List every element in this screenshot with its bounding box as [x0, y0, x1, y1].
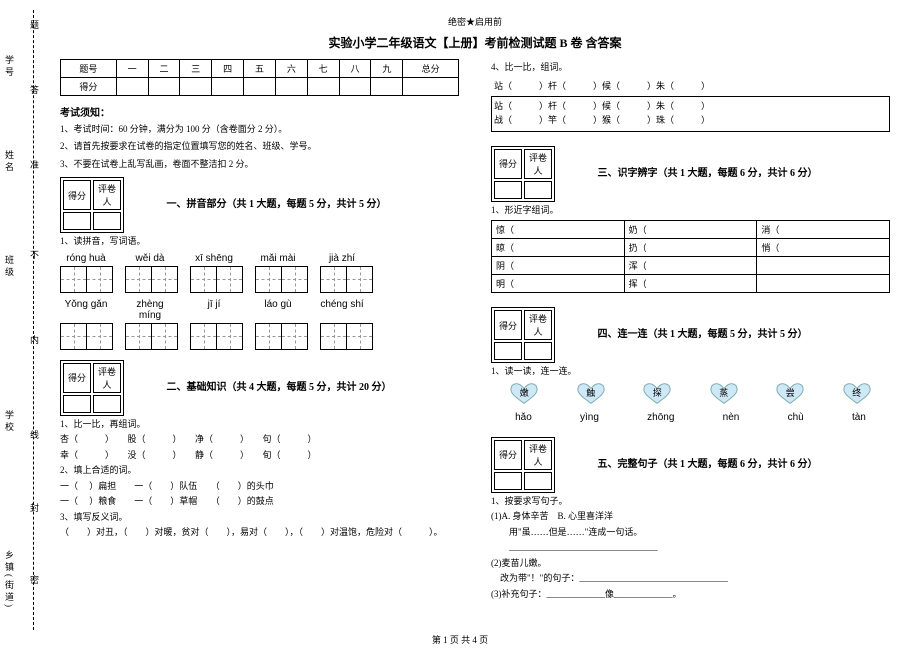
tianzi-box	[60, 323, 113, 350]
pinyin-block: róng huà wěi dà xī shēng mǎi mài jià zhí…	[60, 253, 459, 350]
sentence-item: 用"虽……但是……"连成一句话。	[491, 526, 890, 540]
section-title: 一、拼音部分（共 1 大题，每题 5 分，共计 5 分）	[167, 199, 387, 210]
margin-label: 学校	[3, 410, 16, 434]
tianzi-box	[125, 266, 178, 293]
notice-title: 考试须知：	[60, 104, 459, 119]
char-compare-table: 站（ ）杆（ ）候（ ）朱（ ）	[491, 78, 713, 93]
margin-label: 乡镇(街道)	[3, 550, 16, 610]
section-title: 二、基础知识（共 4 大题，每题 5 分，共计 20 分）	[167, 382, 392, 393]
link-top-row: 嫩 触 探 蒸 尝 终	[491, 382, 890, 402]
margin-label: 学号	[3, 55, 16, 79]
blank-line: 战（ ）竿（ ）猴（ ）珠（ ）	[494, 114, 887, 128]
page-footer: 第 1 页 共 4 页	[0, 633, 920, 646]
question: 1、形近字组词。	[491, 204, 890, 218]
tianzi-box	[125, 323, 178, 350]
margin-label: 班级	[3, 255, 16, 279]
question: 1、读一读，连一连。	[491, 365, 890, 379]
section-title: 五、完整句子（共 1 大题，每题 6 分，共计 6 分）	[598, 459, 818, 470]
score-table: 题号 一 二 三 四 五 六 七 八 九 总分 得分	[60, 59, 459, 96]
sentence-item: 改为带"！"的句子：______________________________…	[491, 572, 890, 586]
blank-line: （ ）对丑，（ ）对暖，贫对（ ），易对（ ），（ ）对温饱，危险对（ ）。	[60, 526, 459, 540]
question: 4、比一比，组词。	[491, 61, 890, 75]
blank-line: 幸（ ） 没（ ） 静（ ） 旬（ ）	[60, 449, 459, 463]
heart-icon: 蒸	[709, 382, 739, 402]
fold-label: 答	[28, 85, 41, 97]
grader-table: 得分评卷人	[491, 146, 555, 202]
notice-item: 1、考试时间：60 分钟，满分为 100 分（含卷面分 2 分）。	[60, 122, 459, 136]
sentence-item: (1)A. 身体辛苦 B. 心里喜洋洋	[491, 510, 890, 524]
right-column: 4、比一比，组词。 站（ ）杆（ ）候（ ）朱（ ） 站（ ）杆（ ）候（ ）朱…	[491, 59, 890, 603]
page-content: 绝密★启用前 实验小学二年级语文【上册】考前检测试题 B 卷 含答案 题号 一 …	[60, 15, 890, 625]
question: 3、填写反义词。	[60, 511, 459, 525]
notice-item: 3、不要在试卷上乱写乱画，卷面不整洁扣 2 分。	[60, 157, 459, 171]
blank-line: 一（ ）扁担 一（ ）队伍 （ ）的头巾	[60, 480, 459, 494]
tianzi-box	[190, 323, 243, 350]
left-column: 题号 一 二 三 四 五 六 七 八 九 总分 得分 考试须知：	[60, 59, 459, 603]
tianzi-box	[320, 266, 373, 293]
blank-line: _________________________________	[491, 541, 890, 555]
exam-title: 实验小学二年级语文【上册】考前检测试题 B 卷 含答案	[60, 34, 890, 51]
notice-item: 2、请首先按要求在试卷的指定位置填写您的姓名、班级、学号。	[60, 139, 459, 153]
fold-label: 准	[28, 160, 41, 172]
fold-label: 内	[28, 335, 41, 347]
question: 2、填上合适的词。	[60, 464, 459, 478]
char-form-table: 惊（奶（消（ 晾（扔（悄（ 阴（浑（ 明（挥（	[491, 220, 890, 293]
link-bottom-row: hǎo yìng zhōng nèn chù tàn	[491, 412, 890, 423]
sentence-item: (3)补充句子：_____________像_____________。	[491, 588, 890, 602]
tianzi-box	[190, 266, 243, 293]
tianzi-box	[320, 323, 373, 350]
section-title: 四、连一连（共 1 大题，每题 5 分，共计 5 分）	[598, 329, 808, 340]
confidential: 绝密★启用前	[60, 15, 890, 28]
blank-line: 杏（ ） 股（ ） 净（ ） 句（ ）	[60, 433, 459, 447]
heart-icon: 终	[842, 382, 872, 402]
tianzi-box	[60, 266, 113, 293]
heart-icon: 探	[642, 382, 672, 402]
grader-table: 得分评卷人	[60, 177, 124, 233]
heart-icon: 嫩	[509, 382, 539, 402]
question: 1、按要求写句子。	[491, 495, 890, 509]
fold-label: 题	[28, 20, 41, 32]
fold-label: 封	[28, 503, 41, 515]
heart-icon: 触	[576, 382, 606, 402]
heart-icon: 尝	[775, 382, 805, 402]
sentence-item: (2)麦苗儿嫩。	[491, 557, 890, 571]
margin-label: 姓名	[3, 150, 16, 174]
grader-table: 得分评卷人	[491, 437, 555, 493]
binding-margin: 乡镇(街道) 学校 班级 姓名 学号 密 封 线 内 不 准 答 题	[0, 0, 55, 650]
grader-table: 得分评卷人	[491, 307, 555, 363]
section-title: 三、识字辨字（共 1 大题，每题 6 分，共计 6 分）	[598, 168, 818, 179]
fold-line	[33, 10, 34, 630]
fold-label: 不	[28, 250, 41, 262]
question: 1、读拼音，写词语。	[60, 235, 459, 249]
tianzi-box	[255, 266, 308, 293]
tianzi-box	[255, 323, 308, 350]
grader-table: 得分评卷人	[60, 360, 124, 416]
fold-label: 密	[28, 575, 41, 587]
question: 1、比一比，再组词。	[60, 418, 459, 432]
fold-label: 线	[28, 430, 41, 442]
blank-line: 站（ ）杆（ ）候（ ）朱（ ）	[494, 100, 887, 114]
blank-line: 一（ ）粮食 一（ ）草帽 （ ）的鼓点	[60, 495, 459, 509]
